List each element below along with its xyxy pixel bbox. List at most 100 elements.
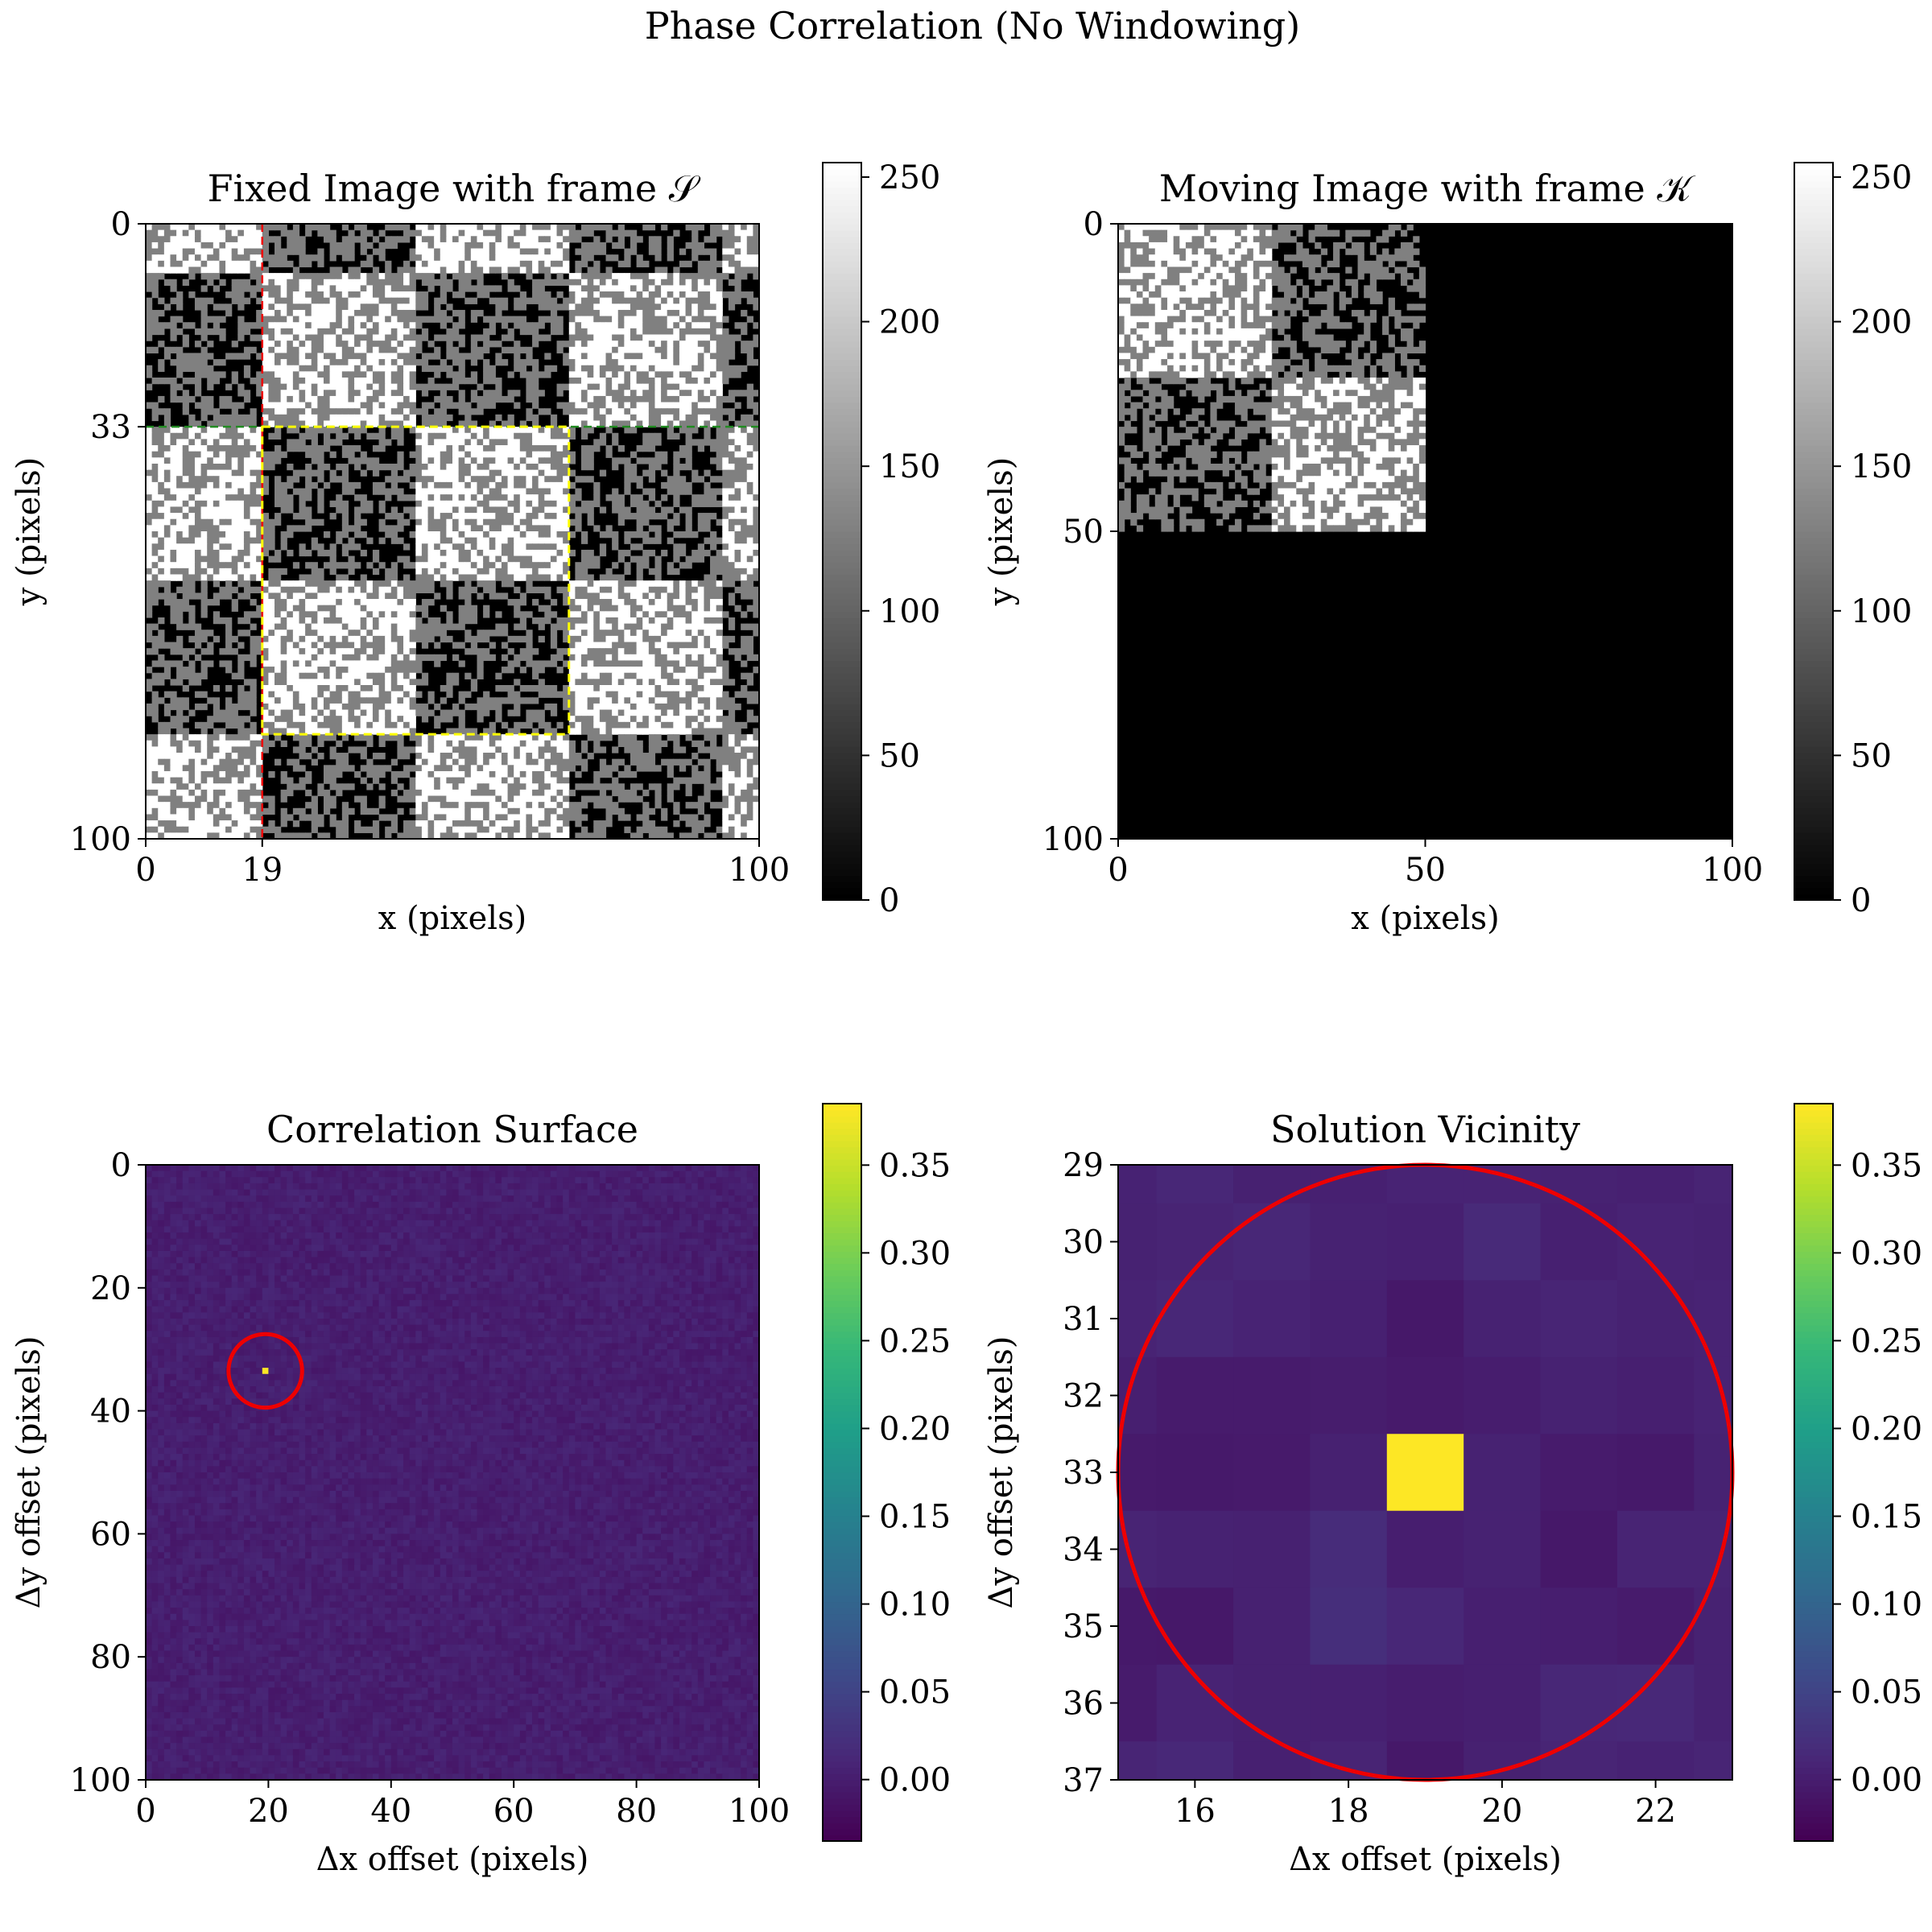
image-pixel [268,605,275,612]
image-pixel [287,303,294,311]
image-pixel [188,432,196,440]
image-pixel [538,549,545,557]
image-pixel [194,463,202,471]
image-pixel [734,266,741,274]
image-pixel [336,537,343,544]
image-pixel [225,531,233,539]
image-pixel [446,488,453,495]
image-pixel [648,476,656,483]
image-pixel [526,494,533,502]
image-pixel [305,402,312,409]
image-pixel [526,439,533,446]
image-pixel [673,371,680,378]
image-pixel [219,555,226,563]
image-pixel [176,371,184,378]
image-pixel [563,537,570,544]
image-pixel [188,531,196,539]
image-pixel [194,445,202,452]
image-pixel [630,316,638,323]
image-pixel [440,537,447,544]
image-pixel [667,285,674,292]
image-pixel [225,402,233,409]
image-pixel [213,432,221,440]
image-pixel [256,334,263,341]
image-pixel [287,334,294,341]
image-pixel [654,334,662,341]
image-pixel [341,371,349,378]
image-pixel [194,457,202,464]
image-pixel [409,481,416,489]
image-pixel [280,248,287,255]
image-pixel [753,451,760,458]
image-pixel [250,488,257,495]
image-pixel [305,445,312,452]
image-pixel [526,488,533,495]
image-pixel [538,224,545,231]
image-pixel [587,599,594,606]
image-pixel [568,592,576,600]
image-pixel [219,260,226,268]
image-pixel [624,383,631,390]
image-pixel [188,562,196,569]
image-pixel [489,586,496,593]
image-pixel [636,500,643,508]
image-pixel [550,365,558,372]
image-pixel [685,592,692,600]
image-pixel [630,611,638,618]
image-pixel [427,463,435,471]
image-pixel [213,378,221,385]
image-pixel [415,488,423,495]
image-pixel [397,494,404,502]
image-pixel [526,395,533,403]
image-pixel [519,568,527,576]
image-pixel [200,254,208,262]
image-pixel [716,617,723,625]
image-pixel [734,463,741,471]
image-pixel [514,463,521,471]
image-pixel [256,525,263,532]
image-pixel [200,427,208,434]
image-pixel [305,260,312,268]
image-pixel [741,574,748,581]
image-pixel [348,414,355,422]
image-pixel [563,500,570,508]
image-pixel [532,260,539,268]
image-pixel [470,555,478,563]
image-pixel [605,580,613,588]
image-pixel [605,427,613,434]
image-pixel [697,586,705,593]
image-pixel [341,328,349,336]
image-pixel [704,395,711,403]
image-pixel [642,378,650,385]
image-pixel [575,346,582,354]
image-pixel [360,580,367,588]
image-pixel [581,531,588,539]
image-pixel [225,568,233,576]
image-pixel [728,568,736,576]
image-pixel [243,224,251,231]
image-pixel [213,537,221,544]
image-pixel [599,549,607,557]
image-pixel [262,279,269,286]
image-pixel [151,439,159,446]
image-pixel [403,476,411,483]
image-pixel [691,402,699,409]
image-pixel [262,630,269,637]
image-pixel [446,279,453,286]
image-pixel [477,229,484,237]
image-pixel [716,303,723,311]
image-pixel [354,427,361,434]
image-pixel [556,224,564,231]
image-pixel [568,353,576,360]
image-pixel [556,481,564,489]
image-pixel [532,543,539,551]
image-pixel [667,395,674,403]
image-pixel [464,549,472,557]
image-pixel [746,353,753,360]
image-pixel [360,414,367,422]
image-pixel [250,248,257,255]
image-pixel [563,402,570,409]
image-pixel [182,543,189,551]
image-pixel [348,617,355,625]
image-pixel [495,574,502,581]
